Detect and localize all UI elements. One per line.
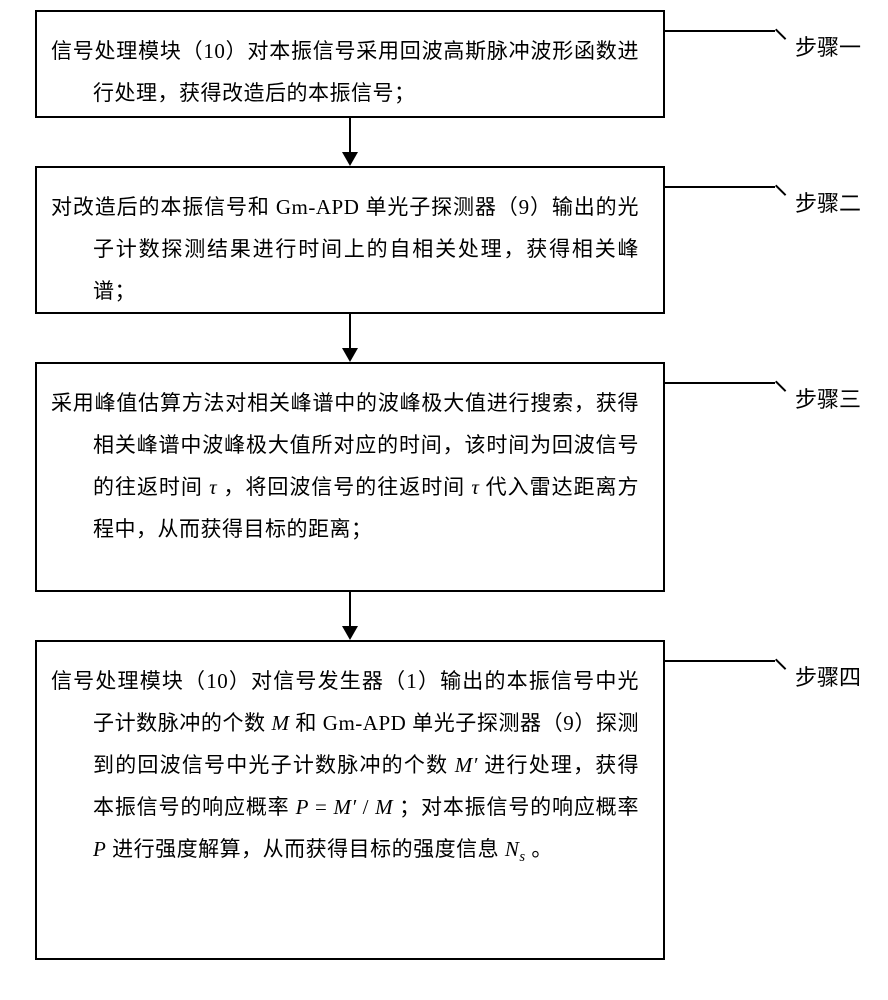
leader-step2 [665,186,775,188]
arrow-1-2-line [349,118,351,152]
step-label-3: 步骤三 [795,382,861,414]
step4-text: 信号处理模块（10）对信号发生器（1）输出的本振信号中光子计数脉冲的个数 M 和… [51,669,639,861]
leader-diag-step1 [775,29,786,40]
flow-node-step3: 采用峰值估算方法对相关峰谱中的波峰极大值进行搜索，获得相关峰谱中波峰极大值所对应… [35,362,665,592]
leader-step4 [665,660,775,662]
leader-step1 [665,30,775,32]
step3-text: 采用峰值估算方法对相关峰谱中的波峰极大值进行搜索，获得相关峰谱中波峰极大值所对应… [51,391,639,541]
flow-node-step2: 对改造后的本振信号和 Gm-APD 单光子探测器（9）输出的光子计数探测结果进行… [35,166,665,314]
leader-diag-step4 [775,659,786,670]
step-label-2: 步骤二 [795,186,861,218]
arrow-2-3-line [349,314,351,348]
flow-node-step1: 信号处理模块（10）对本振信号采用回波高斯脉冲波形函数进行处理，获得改造后的本振… [35,10,665,118]
leader-diag-step3 [775,381,786,392]
arrow-3-4-head [342,626,358,640]
arrow-3-4-line [349,592,351,626]
arrow-1-2-head [342,152,358,166]
flow-node-step4: 信号处理模块（10）对信号发生器（1）输出的本振信号中光子计数脉冲的个数 M 和… [35,640,665,960]
leader-diag-step2 [775,185,786,196]
flowchart-container: 信号处理模块（10）对本振信号采用回波高斯脉冲波形函数进行处理，获得改造后的本振… [0,0,888,1000]
step1-text: 信号处理模块（10）对本振信号采用回波高斯脉冲波形函数进行处理，获得改造后的本振… [51,39,639,105]
step2-text: 对改造后的本振信号和 Gm-APD 单光子探测器（9）输出的光子计数探测结果进行… [51,195,639,303]
step-label-1: 步骤一 [795,30,861,62]
step-label-4: 步骤四 [795,660,861,692]
arrow-2-3-head [342,348,358,362]
leader-step3 [665,382,775,384]
